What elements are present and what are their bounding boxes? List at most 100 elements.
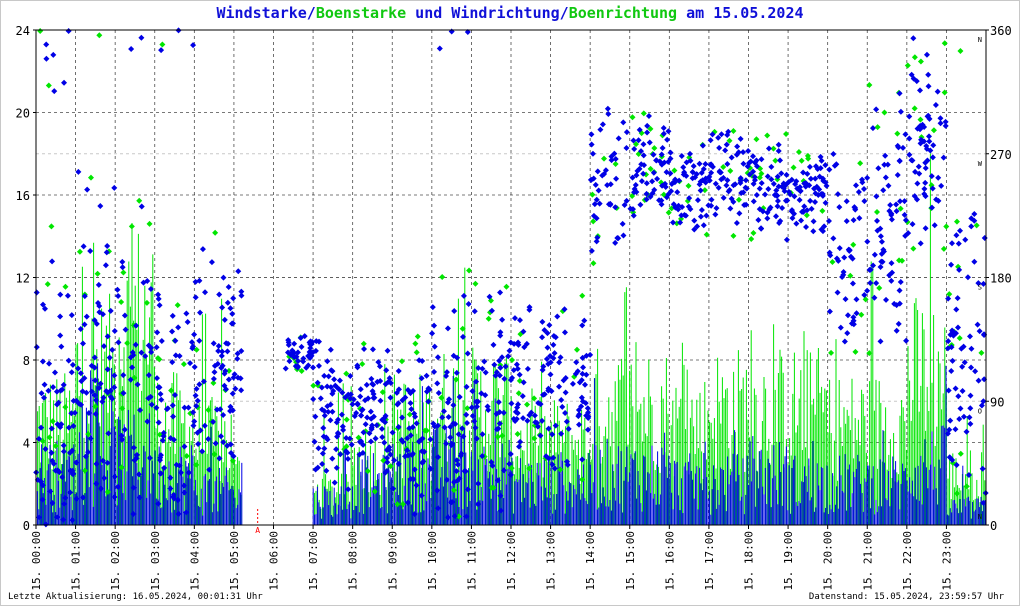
wind-direction-point <box>169 359 176 366</box>
wind-direction-point <box>115 483 122 490</box>
wind-direction-point <box>839 273 846 280</box>
wind-direction-point <box>172 391 179 398</box>
wind-direction-point <box>368 426 375 433</box>
wind-direction-point <box>79 388 86 395</box>
wind-direction-point <box>172 352 179 359</box>
gust-direction-point <box>858 311 865 318</box>
gust-direction-point <box>499 432 506 439</box>
wind-direction-point <box>896 157 903 164</box>
gust-direction-point <box>229 457 236 464</box>
wind-direction-point <box>576 411 583 418</box>
gust-direction-point <box>753 136 760 143</box>
wind-direction-point <box>190 42 197 49</box>
gust-direction-point <box>211 451 218 458</box>
y-tick-label: 20 <box>16 107 30 121</box>
wind-direction-point <box>885 182 892 189</box>
wind-direction-point <box>635 137 642 144</box>
wind-direction-point <box>49 258 56 265</box>
wind-direction-point <box>347 372 354 379</box>
wind-direction-point <box>45 387 52 394</box>
gust-direction-point <box>62 283 69 290</box>
wind-direction-point <box>908 71 915 78</box>
gust-direction-point <box>46 434 53 441</box>
wind-direction-point <box>509 374 516 381</box>
gust-direction-point <box>573 346 580 353</box>
wind-direction-point <box>758 156 765 163</box>
wind-direction-point <box>354 364 361 371</box>
wind-direction-point <box>167 474 174 481</box>
gust-direction-point <box>910 245 917 252</box>
wind-direction-point <box>640 170 647 177</box>
wind-direction-point <box>968 345 975 352</box>
gust-direction-point <box>772 157 779 164</box>
wind-direction-point <box>317 395 324 402</box>
gust-direction-point <box>647 165 654 172</box>
wind-direction-point <box>175 324 182 331</box>
wind-direction-point <box>57 332 64 339</box>
wind-direction-point <box>65 424 72 431</box>
gust-direction-point <box>485 315 492 322</box>
wind-direction-point <box>745 147 752 154</box>
gust-direction-point <box>343 416 350 423</box>
wind-direction-point <box>712 211 719 218</box>
wind-direction-point <box>327 384 334 391</box>
wind-direction-point <box>899 144 906 151</box>
x-tick-label: 15. 10:00 <box>426 531 439 591</box>
wind-direction-point <box>775 148 782 155</box>
wind-direction-point <box>60 381 67 388</box>
wind-direction-point <box>561 306 568 313</box>
wind-direction-point <box>918 136 925 143</box>
wind-direction-point <box>92 397 99 404</box>
gust-direction-point <box>876 285 883 292</box>
wind-direction-point <box>629 206 636 213</box>
wind-direction-point <box>435 389 442 396</box>
wind-direction-point <box>319 450 326 457</box>
wind-direction-point <box>874 217 881 224</box>
wind-direction-point <box>33 344 40 351</box>
wind-direction-point <box>497 329 504 336</box>
wind-direction-point <box>77 370 84 377</box>
wind-direction-point <box>922 165 929 172</box>
y-tick-label: 4 <box>23 437 30 451</box>
wind-direction-point <box>181 443 188 450</box>
wind-direction-point <box>133 451 140 458</box>
wind-direction-point <box>667 170 674 177</box>
wind-direction-point <box>443 440 450 447</box>
wind-direction-point <box>69 447 76 454</box>
wind-direction-point <box>154 329 161 336</box>
wind-direction-point <box>427 436 434 443</box>
wind-direction-point <box>450 402 457 409</box>
wind-direction-point <box>756 206 763 213</box>
wind-direction-point <box>384 455 391 462</box>
wind-direction-point <box>64 292 71 299</box>
wind-direction-point <box>638 178 645 185</box>
wind-direction-point <box>656 197 663 204</box>
gust-direction-point <box>756 174 763 181</box>
wind-direction-point <box>698 206 705 213</box>
wind-direction-point <box>224 348 231 355</box>
gust-direction-point <box>118 299 125 306</box>
wind-direction-point <box>883 296 890 303</box>
wind-direction-point <box>978 402 985 409</box>
wind-direction-point <box>443 372 450 379</box>
wind-direction-point <box>797 188 804 195</box>
wind-direction-point <box>716 144 723 151</box>
gust-direction-point <box>514 431 521 438</box>
wind-direction-point <box>658 151 665 158</box>
wind-direction-point <box>78 378 85 385</box>
wind-direction-point <box>770 180 777 187</box>
gust-direction-point <box>953 490 960 497</box>
wind-direction-point <box>312 413 319 420</box>
wind-direction-point <box>687 157 694 164</box>
wind-direction-point <box>347 391 354 398</box>
wind-direction-point <box>764 215 771 222</box>
wind-direction-point <box>546 322 553 329</box>
wind-direction-point <box>158 338 165 345</box>
wind-direction-point <box>534 423 541 430</box>
wind-direction-point <box>111 384 118 391</box>
wind-direction-point <box>500 409 507 416</box>
wind-direction-point <box>807 175 814 182</box>
x-tick-label: 15. 05:00 <box>228 531 241 591</box>
wind-direction-point <box>370 413 377 420</box>
wind-direction-point <box>593 238 600 245</box>
